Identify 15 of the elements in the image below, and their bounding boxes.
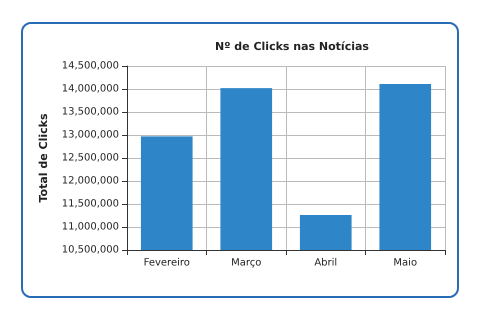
x-tick-label: Abril <box>314 258 338 268</box>
y-tick-label: 11,000,000 <box>62 222 119 232</box>
y-tick-label: 14,500,000 <box>62 60 119 72</box>
y-tick-label: 14,000,000 <box>62 84 119 94</box>
y-axis-title: Total de Clicks <box>37 113 50 203</box>
y-tick-label: 12,000,000 <box>62 176 119 186</box>
y-tick-label: 10,500,000 <box>62 244 119 256</box>
y-tick-label: 13,000,000 <box>62 130 119 140</box>
y-tick-label: 12,500,000 <box>62 152 119 164</box>
x-tick-label: Março <box>231 258 262 268</box>
y-tick-label: 13,500,000 <box>62 106 119 118</box>
x-tick-label: Fevereiro <box>144 258 190 268</box>
x-tick-label: Maio <box>393 258 418 268</box>
y-tick-label: 11,500,000 <box>62 198 119 210</box>
chart-title: Nº de Clicks nas Notícias <box>215 40 370 53</box>
